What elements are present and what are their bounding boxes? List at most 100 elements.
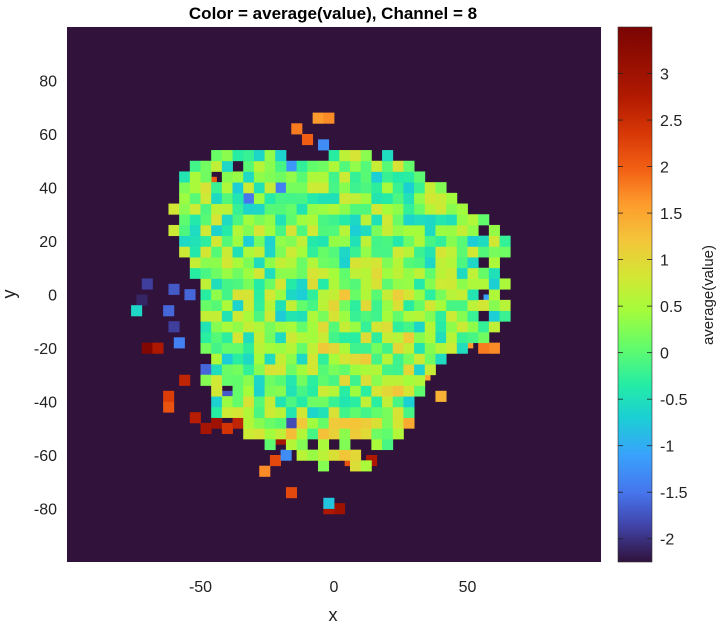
heatmap-cell <box>232 246 244 258</box>
heatmap-cell <box>403 203 415 215</box>
heatmap-cell <box>435 192 447 204</box>
heatmap-cell <box>403 396 415 408</box>
heatmap-cell <box>253 331 265 344</box>
heatmap-cell <box>328 150 340 162</box>
heatmap-cell <box>371 192 383 204</box>
heatmap-cell <box>312 112 324 124</box>
heatmap-cell <box>317 417 330 429</box>
heatmap-cell <box>275 299 287 311</box>
heatmap-cell <box>403 299 415 311</box>
colorbar-tick-label: 2.5 <box>660 113 682 130</box>
heatmap-cell <box>211 353 223 365</box>
heatmap-cell <box>317 257 330 269</box>
heatmap-cell <box>478 331 490 344</box>
heatmap-cell <box>456 321 468 333</box>
y-axis-label: y <box>0 290 19 299</box>
heatmap-cell <box>360 246 372 258</box>
heatmap-cell <box>350 160 362 172</box>
heatmap-cell <box>488 267 500 279</box>
heatmap-cell <box>296 449 308 461</box>
heatmap-cell <box>339 331 351 344</box>
heatmap-cell <box>243 150 255 162</box>
heatmap-cell <box>168 283 180 295</box>
heatmap-cell <box>232 289 244 301</box>
heatmap-cell <box>296 235 308 247</box>
heatmap-cell <box>179 203 191 215</box>
heatmap-cell <box>446 224 458 237</box>
heatmap-cell <box>328 342 340 354</box>
heatmap-cell <box>317 364 330 376</box>
heatmap-cell <box>435 246 447 258</box>
heatmap-cell <box>243 353 255 365</box>
heatmap-cell <box>211 385 223 397</box>
heatmap-cell <box>296 192 308 204</box>
heatmap-cell <box>382 364 394 376</box>
heatmap-cell <box>285 385 298 397</box>
heatmap-cell <box>296 214 308 226</box>
heatmap-cell <box>285 182 298 194</box>
heatmap-cell <box>382 257 394 269</box>
y-tick-label: 60 <box>39 127 57 144</box>
heatmap-cell <box>371 438 383 451</box>
heatmap-cell <box>264 289 276 301</box>
heatmap-cell <box>200 342 212 354</box>
heatmap-cell <box>382 417 394 429</box>
heatmap-cell <box>211 321 223 333</box>
heatmap-cell <box>339 321 351 333</box>
heatmap-cell <box>414 310 426 322</box>
heatmap-cell <box>264 150 276 162</box>
heatmap-cell <box>350 385 362 397</box>
heatmap-cell <box>488 289 500 301</box>
heatmap-cell <box>243 310 255 322</box>
heatmap-cell <box>307 385 319 397</box>
heatmap-cell <box>253 310 265 322</box>
heatmap-cell <box>339 278 351 290</box>
heatmap-cell <box>275 364 287 376</box>
heatmap-cell <box>307 203 319 215</box>
heatmap-cell <box>264 203 276 215</box>
heatmap-cell <box>307 321 319 333</box>
heatmap-cell <box>328 267 340 279</box>
heatmap-cell <box>232 299 244 311</box>
heatmap-cell <box>296 160 308 172</box>
heatmap-cell <box>382 310 394 322</box>
heatmap-cell <box>446 246 458 258</box>
heatmap-cell <box>414 385 426 397</box>
heatmap-cell <box>211 299 223 311</box>
heatmap-cell <box>232 396 244 408</box>
heatmap-cell <box>392 182 404 194</box>
heatmap-cell <box>328 257 340 269</box>
heatmap-cell <box>307 171 319 183</box>
heatmap-cell <box>221 374 233 386</box>
heatmap-cell <box>264 171 276 183</box>
heatmap-cell <box>243 203 255 215</box>
heatmap-cell <box>243 246 255 258</box>
heatmap-cell <box>435 267 447 279</box>
heatmap-cell <box>296 385 308 397</box>
heatmap-cell <box>488 224 500 237</box>
heatmap-cell <box>478 342 490 354</box>
x-tick-label: -50 <box>189 579 212 596</box>
y-axis: 80 60 40 20 0 -20 -40 -60 -80 <box>34 74 57 519</box>
heatmap-cell <box>221 321 233 333</box>
heatmap-cell <box>382 321 394 333</box>
heatmap-cell <box>382 182 394 194</box>
y-tick-label: 40 <box>39 181 57 198</box>
heatmap-cell <box>221 278 233 290</box>
chart-title: Color = average(value), Channel = 8 <box>189 4 477 23</box>
heatmap-cell <box>264 417 276 429</box>
heatmap-cell <box>350 331 362 344</box>
heatmap-cell <box>350 396 362 408</box>
heatmap-cell <box>371 353 383 365</box>
heatmap-cell <box>371 246 383 258</box>
heatmap-cell <box>275 235 287 247</box>
heatmap-cell <box>403 289 415 301</box>
heatmap-cell <box>350 299 362 311</box>
heatmap-cell <box>382 299 394 311</box>
heatmap-cell <box>392 289 404 301</box>
heatmap-cell <box>317 449 330 461</box>
heatmap-cell <box>392 428 404 440</box>
heatmap-cell <box>307 417 319 429</box>
heatmap-cell <box>243 214 255 226</box>
heatmap-cell <box>382 428 394 440</box>
